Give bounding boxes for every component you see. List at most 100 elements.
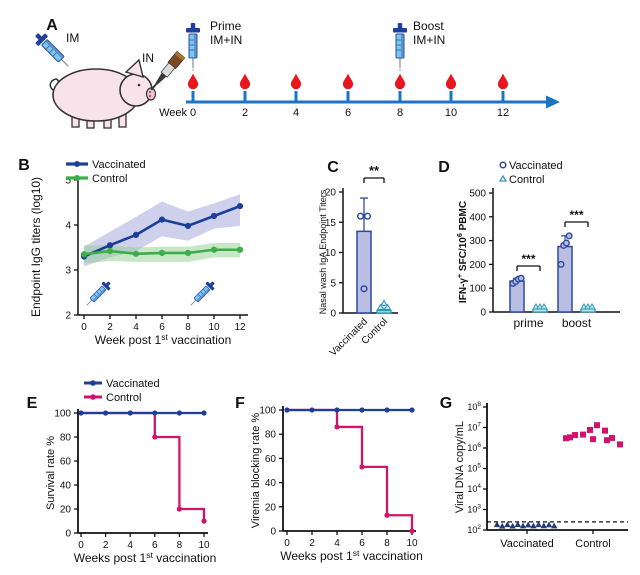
c-significance: ** [369,163,380,178]
g-ytick: 103 [467,504,481,515]
im-label: IM [66,31,79,45]
g-ytick: 105 [467,463,481,474]
g-point-vaccinated [540,522,547,529]
panel-label-d: D [438,159,450,176]
g-point-vaccinated [509,522,516,529]
g-ytick: 108 [467,401,481,412]
pig-icon [49,58,157,129]
bar-vaccinated [356,230,372,314]
week-tick-label: 2 [242,107,248,119]
e-ytick: 80 [60,433,72,444]
b-legend: Vaccinated Control [66,159,146,185]
g-ytick: 107 [467,422,481,433]
legend-label: Vaccinated [106,378,160,390]
g-point-vaccinated [514,521,521,527]
d-ytick: 100 [469,284,486,295]
d-group-prime: prime [513,316,543,330]
g-point-vaccinated [499,522,506,529]
e-ytick: 100 [54,409,71,420]
g-point-vaccinated [519,522,527,529]
blood-drop-icon [497,73,509,90]
timeline: 0 2 4 6 8 10 12 Week [159,73,560,119]
g-point-vaccinated [525,521,532,528]
d-significance-prime: *** [521,252,535,266]
e-ytick: 40 [60,481,72,492]
b-ytick: 4 [65,221,71,232]
panel-label-f: F [235,395,245,412]
b-xtick: 10 [208,322,220,333]
syringe-icon [393,23,407,68]
e-xtick: 0 [78,540,84,551]
d-ytick: 200 [469,260,486,271]
e-xtick: 6 [152,540,158,551]
e-ytick: 0 [65,529,71,540]
e-ytick: 60 [60,457,72,468]
e-xtick: 8 [177,540,183,551]
g-point-control [572,432,578,439]
syringe-icon [86,281,111,306]
g-point-vaccinated [530,522,537,529]
g-ytick: 104 [467,483,481,494]
e-yaxis-title: Survival rate % [45,436,57,510]
blood-drop-icon [342,73,354,90]
c-ytick: 5 [330,278,336,289]
syringe-icon [190,281,215,306]
e-xtick: 2 [103,540,109,551]
g-point-control [609,434,615,441]
panel-label-c: C [327,159,339,176]
f-xtick: 6 [359,538,365,549]
g-point-control [602,427,608,434]
c-ytick: 10 [325,248,337,259]
g-ytick: 102 [467,524,481,535]
f-xtick: 0 [284,538,290,549]
e-ytick: 20 [60,505,72,516]
panel-label-a: A [46,17,58,34]
f-ytick: 100 [259,406,276,417]
d-ytick: 300 [469,236,486,247]
d-group-boost: boost [562,316,592,330]
blood-drop-icon [394,73,406,90]
bar-control [376,309,392,314]
c-ytick: 20 [325,188,337,199]
d-ytick: 400 [469,212,486,223]
g-point-control [594,422,600,429]
panel-label-e: E [27,395,38,412]
g-yaxis-title: Viral DNA copy/mL [454,421,466,513]
g-point-control [563,435,569,442]
e-xaxis-title: Weeks post 1st vaccination [74,550,217,565]
syringe-icon [35,33,69,67]
f-ytick: 80 [265,430,277,441]
week-tick-label: 6 [345,107,351,119]
e-xtick: 10 [198,540,210,551]
g-point-control [580,431,586,438]
g-point-control [604,437,610,444]
g-point-control [587,426,593,433]
g-point-control [617,441,623,448]
d-significance-boost: *** [569,208,583,222]
week-tick-label: 10 [445,107,457,119]
c-yaxis-title: Nasal wash IgA Endpoint Titers [318,189,328,314]
f-ytick: 0 [270,527,276,538]
syringe-icon [186,23,200,68]
e-xtick: 4 [127,540,133,551]
bar-vaccinated-boost [557,245,573,313]
f-ytick: 60 [265,454,277,465]
b-ytick: 5 [65,176,71,187]
f-yaxis-title: Viremia blocking rate % [250,413,262,529]
ef-legend: Vaccinated Control [84,378,160,404]
prime-label: Prime [210,19,242,33]
b-xtick: 2 [107,322,113,333]
b-yaxis-title: Endpoint IgG titers (log10) [29,177,43,317]
b-xtick: 12 [234,322,246,333]
b-xtick: 8 [185,322,191,333]
line-control [81,411,206,521]
f-ytick: 20 [265,502,277,513]
panel-d-ifng-chart: D 0 100 200 300 400 500 *** prime *** boost Vaccina… [438,159,620,330]
g-cat-control: Control [575,538,610,550]
legend-label: Control [106,392,141,404]
g-point-vaccinated [535,521,542,528]
g-point-vaccinated [493,521,501,528]
